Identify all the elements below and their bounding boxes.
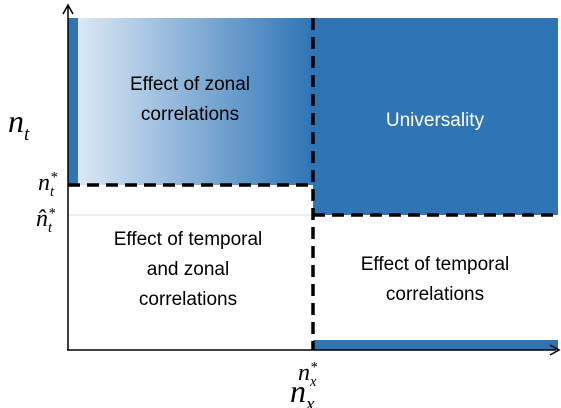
- label-base: n: [38, 170, 50, 196]
- axis-label: n* x: [298, 360, 318, 390]
- region-label: Effect of zonal: [130, 74, 250, 95]
- label-sub: x: [305, 394, 315, 408]
- label-sup: *: [50, 170, 58, 186]
- region-label: Effect of temporal: [114, 229, 263, 250]
- axis-label: nt: [8, 103, 30, 145]
- edge-strip: [68, 18, 78, 185]
- label-base: n: [290, 373, 306, 408]
- label-base: n: [298, 360, 310, 386]
- axis-label: n* t: [38, 170, 58, 200]
- bottom-strip: [313, 340, 558, 350]
- zonal-region: [68, 18, 313, 185]
- label-sub: t: [50, 184, 55, 200]
- label-sup: *: [48, 206, 56, 222]
- region-label: correlations: [139, 289, 237, 310]
- region-label: and zonal: [147, 259, 229, 280]
- universality-region: [313, 18, 558, 215]
- region-label: Universality: [386, 110, 485, 131]
- x-arrow: [549, 344, 561, 356]
- region-label: correlations: [386, 284, 484, 305]
- axis-label: n̂* t: [36, 206, 56, 236]
- y-arrow: [62, 3, 74, 15]
- label-sub: t: [48, 220, 53, 236]
- region-label: correlations: [141, 104, 239, 125]
- axis-label: nx: [290, 373, 315, 408]
- region-label: Effect of temporal: [361, 254, 510, 275]
- label-sub: x: [309, 374, 317, 390]
- label-sup: *: [310, 360, 318, 376]
- label-base: n̂: [36, 206, 48, 232]
- label-base: n: [8, 103, 24, 139]
- label-sub: t: [24, 124, 30, 145]
